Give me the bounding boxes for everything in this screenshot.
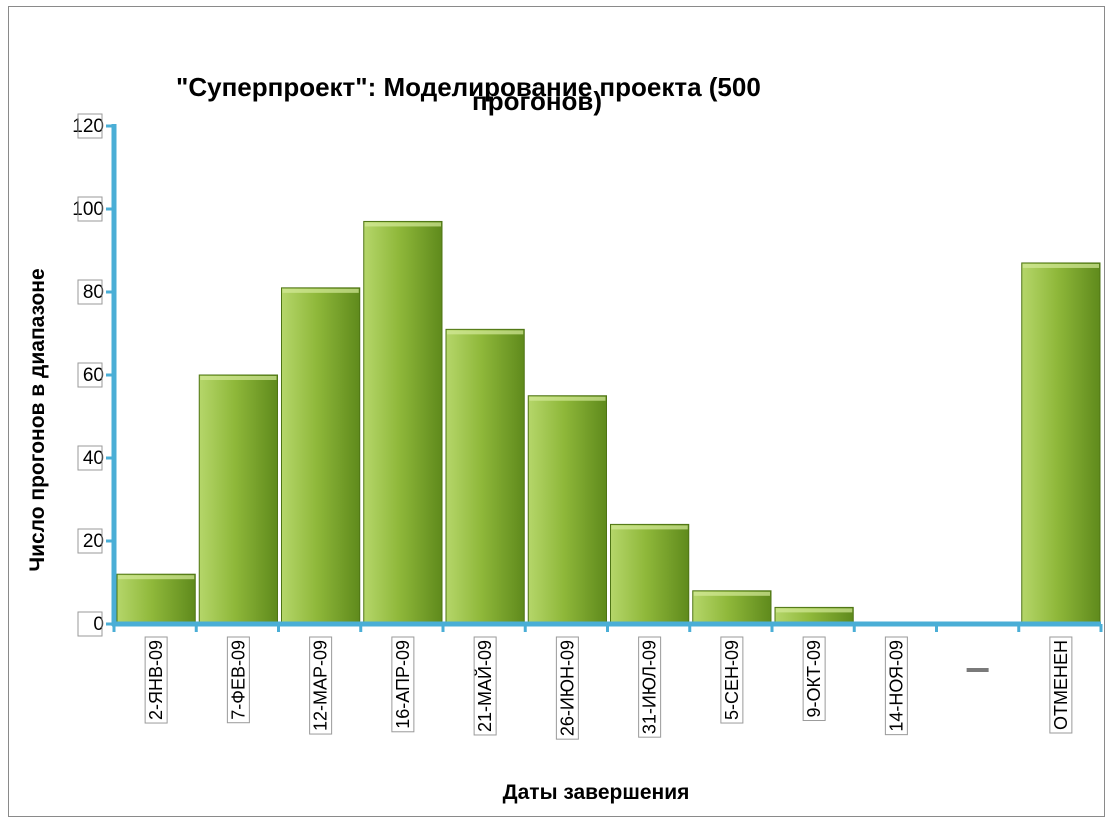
x-tick-box — [309, 636, 333, 735]
x-tick-label: 7-ФЕВ-09 — [228, 640, 248, 720]
y-tick-box — [77, 528, 103, 554]
bar-21-МАЙ-09 — [445, 328, 525, 625]
x-tick-group: 16-АПР-09 — [391, 636, 415, 733]
x-tick-label: 16-АПР-09 — [393, 640, 413, 729]
x-tick-box — [802, 636, 826, 722]
y-tick-label: 0 — [93, 614, 104, 635]
x-tick-group: 31-ИЮЛ-09 — [638, 636, 662, 738]
bar-highlight — [447, 330, 524, 335]
x-tick-box — [1049, 636, 1073, 734]
x-tick-label: 5-СЕН-09 — [722, 640, 742, 720]
x-tick-group: ОТМЕНЕН — [1049, 636, 1073, 734]
y-axis-label: Число прогонов в диапазоне — [26, 268, 49, 572]
x-tick-box — [226, 636, 250, 724]
bar-highlight — [776, 608, 853, 613]
bar-7-ФЕВ-09 — [198, 374, 278, 625]
y-tick-box — [77, 196, 103, 222]
bar-highlight — [364, 222, 441, 227]
bar-highlight — [611, 525, 688, 530]
y-tick-box — [77, 445, 103, 471]
bar-16-АПР-09 — [363, 220, 443, 625]
x-tick-label: 2-ЯНВ-09 — [146, 640, 166, 720]
y-tick-label: 80 — [83, 282, 104, 303]
x-tick-group: 12-МАР-09 — [309, 636, 333, 735]
x-tick-group: 26-ИЮН-09 — [555, 636, 579, 740]
x-tick-group: 14-НОЯ-09 — [884, 636, 908, 736]
x-tick-label: ОТМЕНЕН — [1051, 640, 1071, 730]
y-tick-label: 20 — [83, 531, 104, 552]
bar-highlight — [282, 288, 359, 293]
x-tick-box — [638, 636, 662, 738]
bar-highlight — [1022, 263, 1099, 268]
x-tick-label: 31-ИЮЛ-09 — [640, 640, 660, 734]
y-tick-label: 60 — [83, 365, 104, 386]
bar-series — [116, 220, 1101, 625]
bar-2-ЯНВ-09 — [116, 573, 196, 625]
y-tick-label: 120 — [72, 116, 104, 137]
bar-26-ИЮН-09 — [527, 395, 607, 625]
x-tick-label: 26-ИЮН-09 — [557, 640, 577, 736]
y-axis-ticks: 0 20 40 60 80 100 120 — [72, 113, 114, 637]
bar-31-ИЮЛ-09 — [610, 523, 690, 625]
x-tick-box — [473, 636, 497, 736]
x-tick-group: 5-СЕН-09 — [720, 636, 744, 724]
y-tick-box — [77, 279, 103, 305]
y-tick-box — [77, 362, 103, 388]
x-tick-box — [884, 636, 908, 736]
bar-12-МАР-09 — [281, 287, 361, 625]
x-tick-placeholder — [966, 668, 989, 672]
x-tick-label: 21-МАЙ-09 — [474, 640, 495, 732]
x-tick-label: 14-НОЯ-09 — [886, 640, 906, 732]
bar-highlight — [200, 376, 277, 380]
bar-highlight — [529, 396, 606, 401]
chart-title-line-2: прогонов) — [472, 86, 603, 116]
x-tick-group: 2-ЯНВ-09 — [144, 636, 168, 724]
chart-title-line-1: "Суперпроект": Моделирование проекта (50… — [176, 72, 761, 102]
x-axis-ticks: 2-ЯНВ-09 7-ФЕВ-09 12-МАР-09 16-АПР-09 21-МАЙ… — [112, 624, 1103, 740]
x-tick-box — [144, 636, 168, 724]
x-tick-group: 9-ОКТ-09 — [802, 636, 826, 722]
y-tick-box — [77, 611, 103, 637]
x-tick-label: 9-ОКТ-09 — [804, 640, 824, 718]
y-tick-label: 100 — [72, 199, 104, 220]
x-axis-label: Даты завершения — [502, 781, 690, 804]
y-tick-box — [77, 113, 103, 139]
x-tick-group: 21-МАЙ-09 — [473, 636, 497, 736]
x-tick-box — [391, 636, 415, 733]
x-tick-label: 12-МАР-09 — [311, 640, 331, 731]
x-tick-box — [555, 636, 579, 740]
bar-5-СЕН-09 — [692, 590, 772, 625]
bar-highlight — [118, 575, 195, 580]
y-tick-label: 40 — [83, 448, 104, 469]
bar-highlight — [693, 591, 770, 596]
bar-ОТМЕНЕН — [1021, 262, 1101, 625]
x-tick-group: 7-ФЕВ-09 — [226, 636, 250, 724]
x-tick-box — [720, 636, 744, 724]
